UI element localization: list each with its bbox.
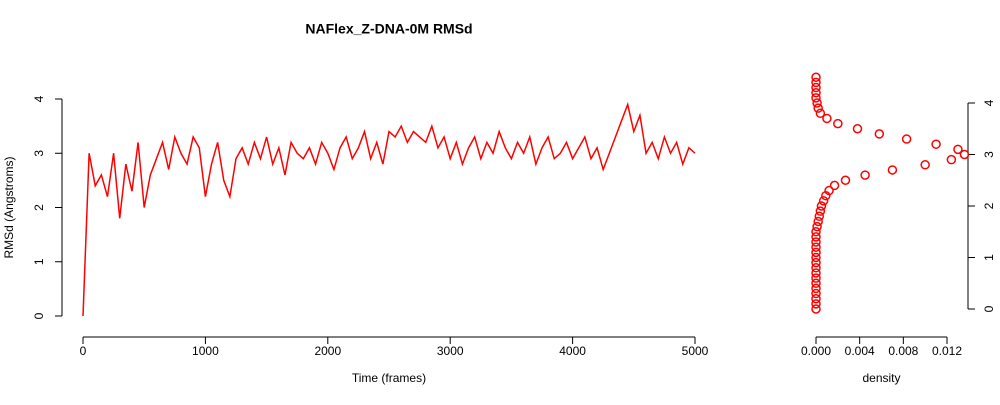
- x-tick-label: 0: [80, 344, 87, 358]
- x-tick-label: 0.004: [845, 344, 875, 358]
- x-tick-label: 0.000: [801, 344, 831, 358]
- data-point: [811, 77, 821, 88]
- y-tick-label: 4: [982, 99, 996, 106]
- x-axis-label: density: [862, 371, 900, 385]
- data-point: [812, 98, 822, 108]
- data-point: [815, 108, 826, 119]
- data-point: [811, 252, 821, 263]
- y-tick-label: 4: [32, 95, 46, 102]
- data-point: [901, 134, 912, 144]
- y-tick-label: 1: [982, 254, 996, 261]
- data-point: [811, 93, 821, 103]
- data-point: [811, 227, 821, 237]
- x-tick-label: 0.012: [932, 344, 962, 358]
- data-point: [815, 206, 826, 216]
- data-point: [811, 299, 821, 309]
- data-point: [812, 221, 822, 232]
- data-point: [813, 103, 823, 113]
- x-tick-label: 3000: [437, 344, 464, 358]
- data-point: [811, 304, 821, 314]
- data-point: [811, 82, 821, 93]
- data-point: [816, 201, 827, 211]
- y-tick-label: 0: [982, 305, 996, 312]
- x-tick-label: 5000: [682, 344, 709, 358]
- data-point: [811, 257, 821, 268]
- x-axis-label: Time (frames): [352, 371, 426, 385]
- x-tick-label: 2000: [314, 344, 341, 358]
- data-point: [852, 124, 863, 134]
- data-point: [946, 154, 957, 165]
- data-point: [811, 232, 821, 242]
- data-point: [860, 170, 870, 180]
- x-tick-label: 0.008: [888, 344, 918, 358]
- x-tick-label: 1000: [192, 344, 219, 358]
- y-tick-label: 1: [32, 258, 46, 265]
- data-point: [811, 237, 821, 247]
- data-point: [811, 278, 821, 288]
- data-point: [811, 263, 821, 273]
- data-point: [813, 216, 823, 227]
- data-point: [920, 160, 930, 170]
- data-point: [814, 211, 825, 222]
- data-point: [822, 113, 832, 124]
- data-point: [931, 139, 941, 149]
- y-tick-label: 2: [32, 204, 46, 211]
- data-point: [840, 175, 851, 185]
- data-point: [829, 180, 840, 191]
- chart-title: NAFlex_Z-DNA-0M RMSd: [305, 21, 472, 37]
- y-tick-label: 3: [32, 150, 46, 157]
- y-tick-label: 0: [32, 312, 46, 319]
- data-point: [887, 165, 898, 175]
- data-line: [82, 101, 696, 317]
- data-point: [811, 283, 821, 294]
- y-axis-label: RMSd (Angstroms): [2, 156, 16, 258]
- data-point: [811, 288, 821, 299]
- data-point: [874, 129, 885, 139]
- data-point: [811, 72, 821, 82]
- data-point: [811, 242, 821, 252]
- data-point: [959, 149, 970, 160]
- data-point: [811, 268, 821, 278]
- data-point: [811, 247, 821, 258]
- data-point: [811, 293, 821, 304]
- y-tick-label: 2: [982, 202, 996, 209]
- data-point: [824, 185, 834, 196]
- data-point: [811, 87, 821, 98]
- y-tick-label: 3: [982, 151, 996, 158]
- x-tick-label: 4000: [559, 344, 586, 358]
- data-point: [818, 196, 829, 206]
- data-point: [811, 273, 821, 283]
- data-point: [953, 144, 963, 155]
- data-point: [833, 118, 843, 129]
